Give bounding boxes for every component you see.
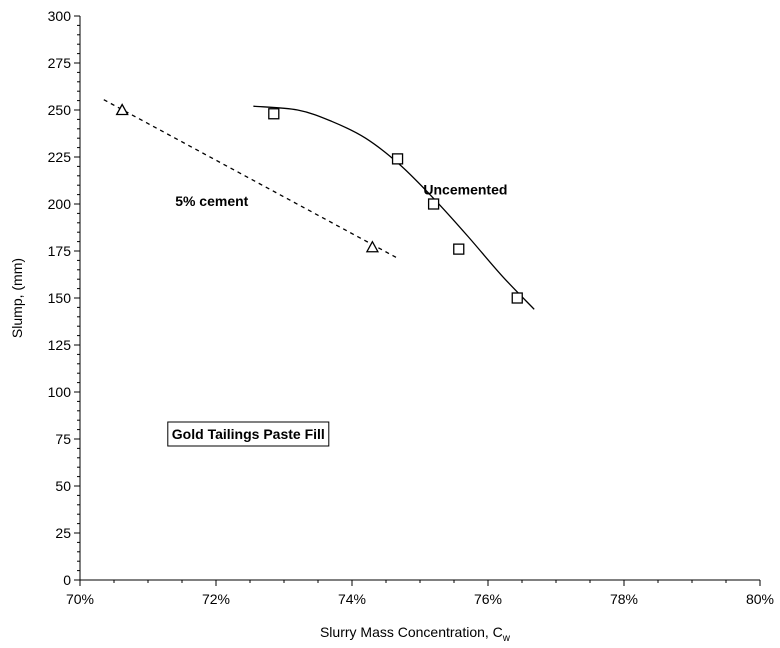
x-tick-label: 76% [474,591,502,607]
x-tick-label: 72% [202,591,230,607]
data-points [115,103,523,304]
x-axis-title: Slurry Mass Concentration, Cw [320,624,511,644]
fit-line-square [253,105,535,310]
square-marker [453,243,465,255]
fit-line-triangle [103,99,399,260]
y-tick-label: 250 [48,102,72,118]
y-tick-label: 200 [48,196,72,212]
square-marker [427,198,440,210]
axes [79,16,760,581]
y-tick-label: 100 [48,384,72,400]
square-marker [268,108,280,120]
y-tick-label: 175 [48,243,72,259]
x-tick-label: 80% [746,591,774,607]
series-label: 5% cement [175,193,248,209]
chart-label-box-text: Gold Tailings Paste Fill [172,426,325,442]
triangle-marker [365,240,379,253]
fit-lines [103,99,535,310]
series-label: Uncemented [423,182,507,198]
y-tick-label: 75 [55,431,71,447]
y-tick-label: 25 [55,525,71,541]
triangle-marker [115,103,129,116]
y-axis-title: Slump, (mm) [9,258,25,338]
y-tick-label: 125 [48,337,72,353]
y-tick-label: 300 [48,8,72,24]
y-tick-label: 275 [48,55,72,71]
x-tick-label: 78% [610,591,638,607]
annotations: Uncemented 5% cement Gold Tailings Paste F… [167,182,507,447]
square-marker [391,153,404,165]
x-tick-label: 70% [66,591,94,607]
square-marker [511,292,523,304]
x-tick-label: 74% [338,591,366,607]
chart-label-box [167,421,330,447]
x-axis-ticks: 70% 72% 74% 76% 78% 80% [66,580,774,607]
y-tick-label: 150 [48,290,72,306]
y-tick-label: 0 [63,572,71,588]
y-tick-label: 225 [48,149,72,165]
y-axis-ticks: 0 25 50 75 100 125 150 175 200 225 250 275 300 [48,8,80,588]
y-tick-label: 50 [55,478,71,494]
